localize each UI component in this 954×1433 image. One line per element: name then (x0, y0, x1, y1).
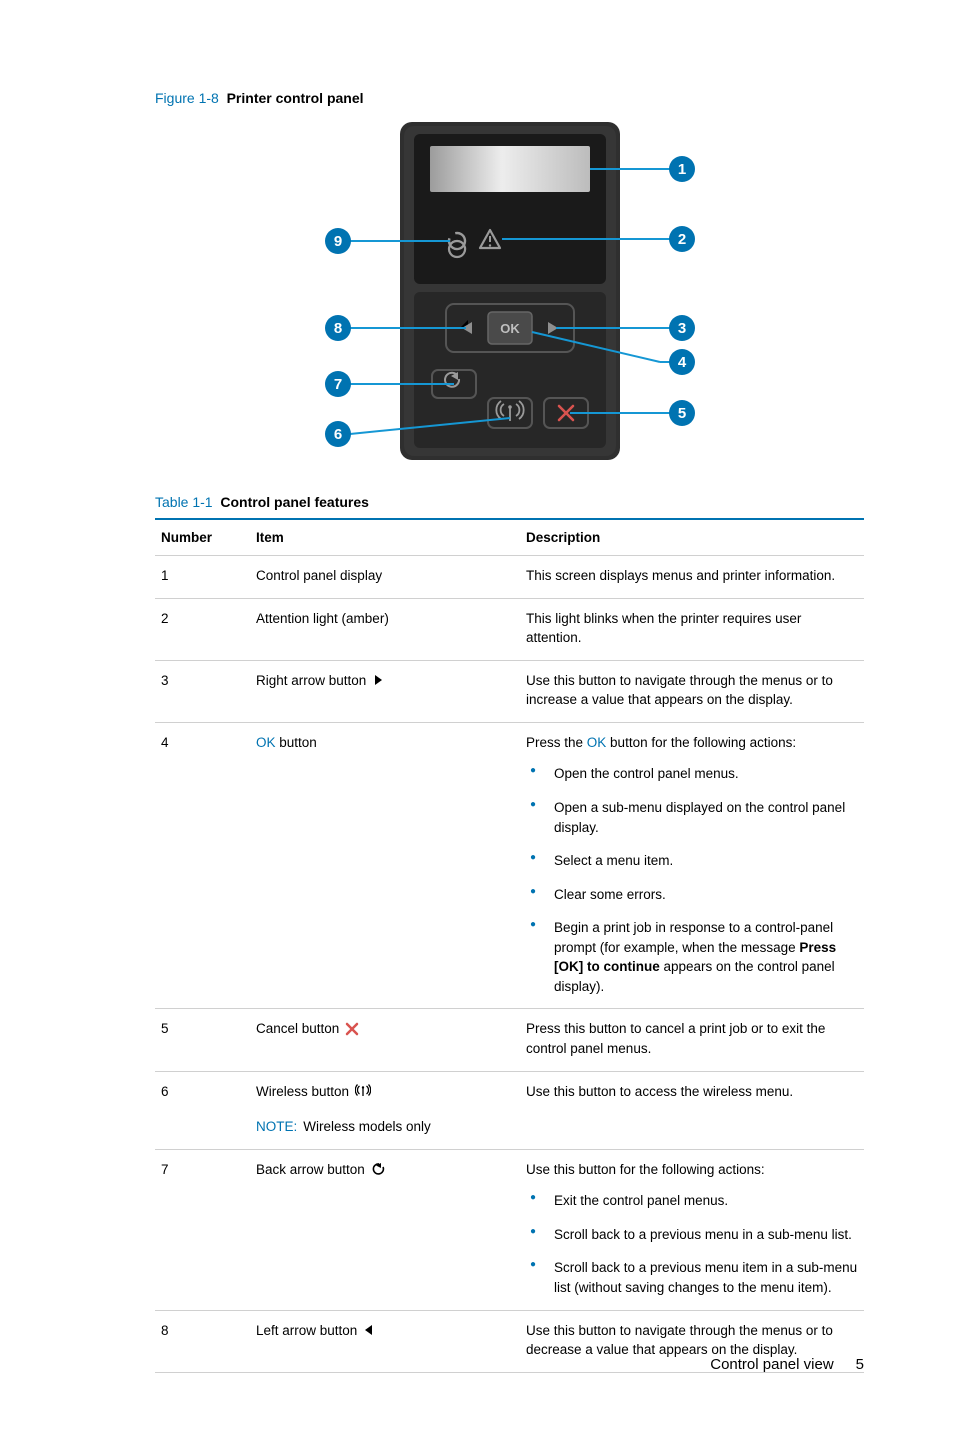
wireless-icon (355, 1084, 371, 1098)
cell-item: Left arrow button (250, 1310, 520, 1372)
cell-description: Press this button to cancel a print job … (520, 1009, 864, 1071)
cell-item: Control panel display (250, 556, 520, 599)
svg-text:4: 4 (677, 354, 686, 371)
cell-description: Press the OK button for the following ac… (520, 722, 864, 1009)
right-arrow-icon (372, 674, 384, 686)
table-row: 1 Control panel display This screen disp… (155, 556, 864, 599)
table-title: Control panel features (220, 494, 369, 510)
svg-text:5: 5 (677, 405, 685, 422)
cell-number: 6 (155, 1071, 250, 1149)
list-item: Open a sub-menu displayed on the control… (526, 798, 858, 837)
figure-caption: Figure 1-8 Printer control panel (155, 90, 864, 106)
cell-description: This screen displays menus and printer i… (520, 556, 864, 599)
cell-description: Use this button for the following action… (520, 1149, 864, 1310)
note-text: Wireless models only (303, 1119, 431, 1134)
table-row: 5 Cancel button Press this button to can… (155, 1009, 864, 1071)
ok-label: OK (256, 735, 276, 750)
cell-description: This light blinks when the printer requi… (520, 598, 864, 660)
cell-number: 5 (155, 1009, 250, 1071)
cell-number: 4 (155, 722, 250, 1009)
left-arrow-icon (363, 1324, 375, 1336)
svg-text:1: 1 (677, 161, 685, 178)
footer-section: Control panel view (710, 1356, 833, 1373)
printer-panel-svg: OK (310, 116, 710, 466)
cell-number: 1 (155, 556, 250, 599)
item-label: Back arrow button (256, 1160, 365, 1180)
list-item: Scroll back to a previous menu item in a… (526, 1258, 858, 1297)
item-label: Cancel button (256, 1019, 339, 1039)
cell-item: Back arrow button (250, 1149, 520, 1310)
cell-number: 8 (155, 1310, 250, 1372)
svg-text:7: 7 (333, 376, 341, 393)
features-table: Number Item Description 1 Control panel … (155, 518, 864, 1373)
cell-number: 3 (155, 660, 250, 722)
cell-item: Wireless button NOTE: Wireless models onl… (250, 1071, 520, 1149)
col-header-item: Item (250, 519, 520, 556)
page-footer: Control panel view 5 (710, 1356, 864, 1373)
svg-text:9: 9 (333, 233, 341, 250)
cell-item: Cancel button (250, 1009, 520, 1071)
cell-item: OK button (250, 722, 520, 1009)
cell-item: Right arrow button (250, 660, 520, 722)
list-item: Select a menu item. (526, 851, 858, 871)
list-item: Begin a print job in response to a contr… (526, 918, 858, 996)
table-row: 4 OK button Press the OK button for the … (155, 722, 864, 1009)
col-header-description: Description (520, 519, 864, 556)
svg-text:8: 8 (333, 320, 341, 337)
table-caption: Table 1-1 Control panel features (155, 494, 864, 510)
list-item: Scroll back to a previous menu in a sub-… (526, 1225, 858, 1245)
list-item: Exit the control panel menus. (526, 1191, 858, 1211)
printer-panel-figure: OK (155, 116, 864, 466)
list-item: Clear some errors. (526, 885, 858, 905)
item-label: Left arrow button (256, 1321, 357, 1341)
svg-text:2: 2 (677, 231, 685, 248)
table-number: Table 1-1 (155, 494, 213, 510)
figure-title: Printer control panel (227, 90, 364, 106)
svg-text:6: 6 (333, 426, 341, 443)
note-label: NOTE: (256, 1119, 297, 1134)
footer-page-number: 5 (856, 1356, 864, 1373)
figure-number: Figure 1-8 (155, 90, 219, 106)
cell-description: Use this button to access the wireless m… (520, 1071, 864, 1149)
cell-description: Use this button to navigate through the … (520, 660, 864, 722)
col-header-number: Number (155, 519, 250, 556)
cancel-icon (345, 1022, 359, 1036)
item-label: Wireless button (256, 1082, 349, 1102)
svg-text:OK: OK (500, 321, 520, 336)
svg-text:3: 3 (677, 320, 685, 337)
table-row: 3 Right arrow button Use this button to … (155, 660, 864, 722)
cell-number: 2 (155, 598, 250, 660)
table-row: 7 Back arrow button Use this button for … (155, 1149, 864, 1310)
table-row: 2 Attention light (amber) This light bli… (155, 598, 864, 660)
table-row: 6 Wireless button NOTE: Wireless models o… (155, 1071, 864, 1149)
cell-item: Attention light (amber) (250, 598, 520, 660)
cell-number: 7 (155, 1149, 250, 1310)
item-label: Right arrow button (256, 671, 366, 691)
back-arrow-icon (371, 1162, 387, 1176)
item-label: button (276, 735, 317, 750)
list-item: Open the control panel menus. (526, 764, 858, 784)
